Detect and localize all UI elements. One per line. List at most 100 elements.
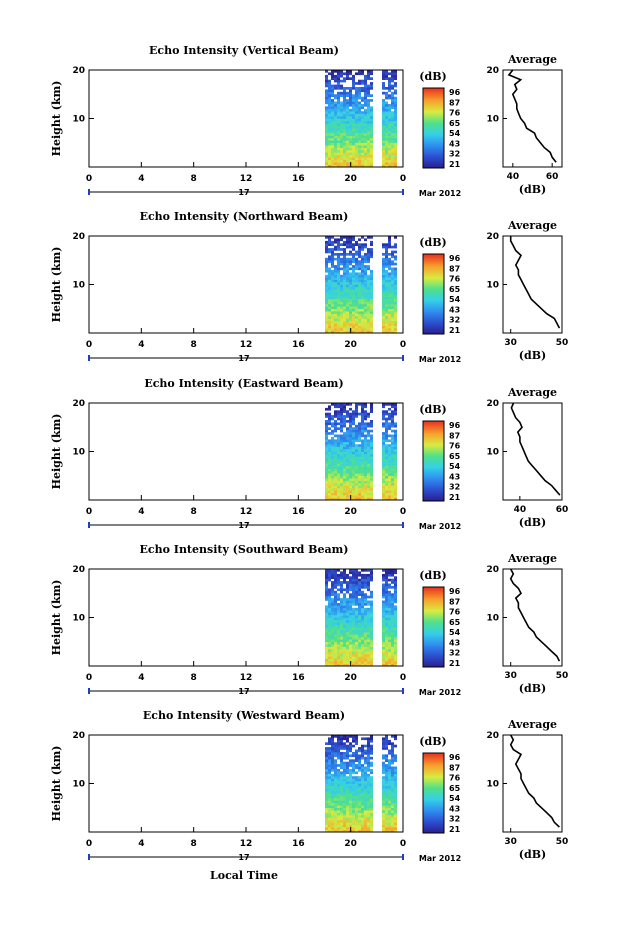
heatmap-cell [352, 590, 355, 594]
heatmap-cell [391, 123, 394, 126]
heatmap-cell [385, 588, 388, 592]
x-tick-label: 16 [292, 507, 305, 517]
heatmap-cell [361, 617, 364, 621]
heatmap-cell [352, 771, 355, 775]
heatmap-cell [394, 439, 397, 443]
heatmap-cell [328, 255, 331, 259]
heatmap-cell [358, 776, 361, 779]
heatmap-cell [325, 658, 328, 662]
heatmap-cell [349, 571, 352, 575]
heatmap-cell [334, 485, 337, 489]
heatmap-cell [352, 644, 355, 647]
heatmap-cell [382, 456, 385, 460]
heatmap-cell [355, 108, 358, 112]
heatmap-cell [358, 470, 361, 474]
heatmap-cell [370, 145, 373, 148]
heatmap-cell [364, 301, 367, 305]
heatmap-cell [340, 325, 343, 329]
heatmap-cell [394, 133, 397, 136]
heatmap-cell [352, 593, 355, 596]
heatmap-cell [382, 434, 385, 438]
heatmap-cell [328, 649, 331, 652]
heatmap-cell [334, 815, 337, 818]
heatmap-cell [367, 622, 370, 626]
heatmap-cell [328, 240, 331, 244]
heatmap-cell [361, 140, 364, 143]
heatmap-cell [328, 634, 331, 638]
heatmap-cell [361, 593, 364, 596]
heatmap-cell [337, 325, 340, 329]
heatmap-cell [391, 627, 394, 630]
heatmap-cell [328, 571, 331, 575]
heatmap-cell [370, 135, 373, 139]
heatmap-cell [361, 265, 364, 268]
heatmap-cell [346, 125, 349, 129]
heatmap-cell [394, 99, 397, 102]
x-tick-label: 0 [86, 507, 92, 517]
colorbar-tick-label: 65 [449, 285, 461, 294]
heatmap-cell [370, 761, 373, 765]
heatmap-cell [349, 159, 352, 163]
heatmap-cell [394, 130, 397, 134]
heatmap-cell [388, 590, 391, 594]
heatmap-cell [340, 646, 343, 650]
heatmap-cell [343, 764, 346, 767]
heatmap-cell [370, 651, 373, 655]
heatmap-cell [385, 108, 388, 112]
heatmap-cell [355, 145, 358, 148]
heatmap-cell [328, 815, 331, 818]
heatmap-cell [385, 325, 388, 329]
heatmap-cell [382, 159, 385, 163]
heatmap-cell [352, 429, 355, 433]
heatmap-cell [328, 747, 331, 750]
heatmap-cell [337, 108, 340, 112]
heatmap-cell [391, 661, 394, 664]
heatmap-cell [394, 113, 397, 117]
heatmap-cell [364, 111, 367, 114]
heatmap-cell [337, 282, 340, 285]
heatmap-cell [361, 308, 364, 312]
heatmap-cell [394, 269, 397, 273]
heatmap-cell [340, 427, 343, 430]
colorbar-tick-label: 87 [449, 431, 460, 440]
heatmap-cell [370, 405, 373, 409]
heatmap-cell [361, 123, 364, 126]
heatmap-cell [331, 480, 334, 484]
heatmap-cell [331, 598, 334, 601]
heatmap-cell [334, 593, 337, 596]
heatmap-cell [334, 154, 337, 158]
heatmap-cell [352, 313, 355, 317]
heatmap-cell [382, 480, 385, 484]
heatmap-cell [367, 123, 370, 126]
heatmap-cell [391, 783, 394, 787]
heatmap-cell [331, 118, 334, 122]
heatmap-cell [358, 82, 361, 85]
heatmap-cell [370, 116, 373, 119]
heatmap-cell [385, 303, 388, 307]
heatmap-cell [334, 475, 337, 479]
heatmap-cell [364, 583, 367, 587]
heatmap-cell [367, 588, 370, 592]
heatmap-cell [382, 262, 385, 266]
heatmap-cell [343, 656, 346, 659]
heatmap-cell [388, 162, 391, 165]
average-x-tick-label: 40 [507, 172, 520, 182]
heatmap-cell [334, 793, 337, 796]
heatmap-cell [358, 135, 361, 139]
heatmap-cell [343, 470, 346, 474]
heatmap-cell [391, 771, 394, 775]
heatmap-cell [343, 769, 346, 772]
heatmap-cell [355, 458, 358, 462]
heatmap-cell [364, 267, 367, 271]
heatmap-cell [367, 94, 370, 97]
heatmap-cell [331, 316, 334, 319]
heatmap-cell [346, 260, 349, 263]
heatmap-cell [361, 756, 364, 760]
heatmap-cell [340, 412, 343, 416]
heatmap-cell [343, 639, 346, 642]
colorbar-tick-label: 76 [449, 774, 461, 783]
heatmap-cell [391, 612, 394, 616]
average-x-tick-label: 60 [556, 505, 569, 515]
heatmap-cell [391, 272, 394, 276]
heatmap-cell [382, 619, 385, 623]
